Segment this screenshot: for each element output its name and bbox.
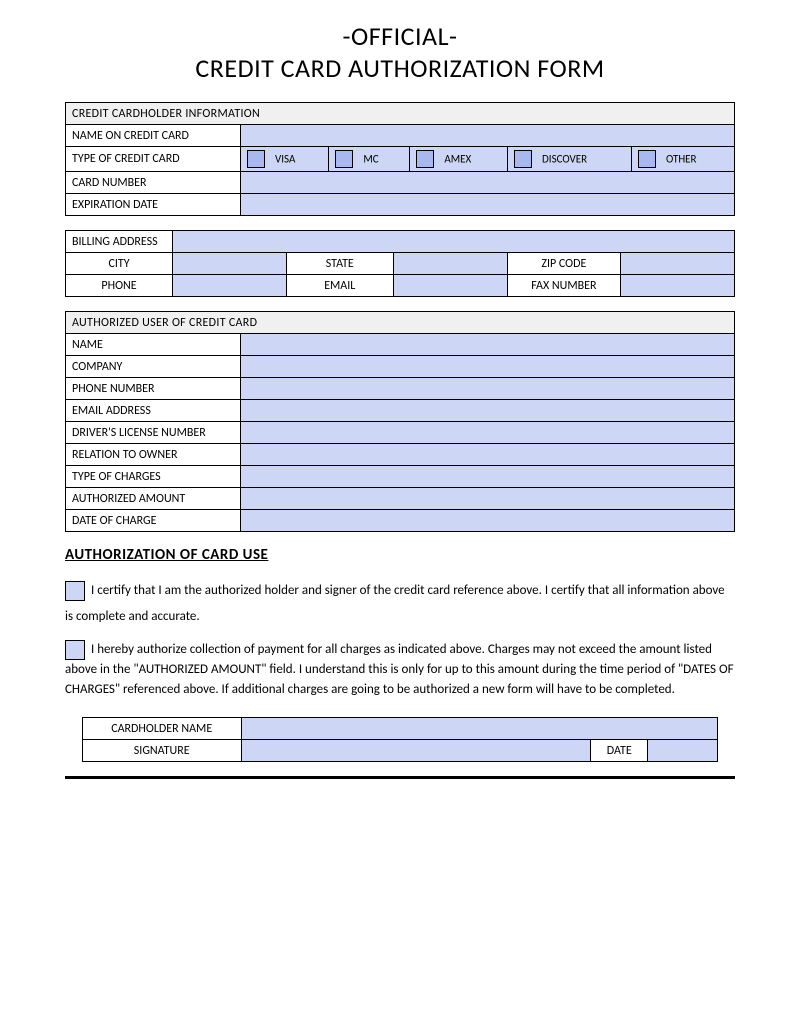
signature-label: SIGNATURE [82, 740, 241, 762]
card-type-visa[interactable]: VISA [241, 147, 329, 172]
billing-table: BILLING ADDRESS CITY STATE ZIP CODE PHON… [65, 230, 735, 297]
fax-label: FAX NUMBER [507, 275, 621, 297]
au-name-label: NAME [66, 334, 241, 356]
checkbox-icon[interactable] [638, 150, 656, 168]
billing-header: BILLING ADDRESS [66, 231, 173, 253]
checkbox-icon[interactable] [247, 150, 265, 168]
fax-field[interactable] [621, 275, 735, 297]
cert1-checkbox[interactable] [65, 581, 85, 601]
date-field[interactable] [648, 740, 718, 762]
au-date-field[interactable] [241, 510, 735, 532]
authorization-title: AUTHORIZATION OF CARD USE [65, 546, 735, 564]
cardholder-name-label: CARDHOLDER NAME [82, 718, 241, 740]
au-name-field[interactable] [241, 334, 735, 356]
phone-field[interactable] [173, 275, 287, 297]
name-on-card-label: NAME ON CREDIT CARD [66, 125, 241, 147]
checkbox-icon[interactable] [335, 150, 353, 168]
billing-address-field[interactable] [173, 231, 735, 253]
auth-user-header: AUTHORIZED USER OF CREDIT CARD [66, 312, 735, 334]
card-number-field[interactable] [241, 172, 735, 194]
au-phone-field[interactable] [241, 378, 735, 400]
au-amount-field[interactable] [241, 488, 735, 510]
date-label: DATE [591, 740, 648, 762]
checkbox-icon[interactable] [514, 150, 532, 168]
signature-table: CARDHOLDER NAME SIGNATURE DATE [82, 717, 719, 762]
au-license-field[interactable] [241, 422, 735, 444]
card-type-amex[interactable]: AMEX [410, 147, 508, 172]
au-charges-label: TYPE OF CHARGES [66, 466, 241, 488]
au-email-field[interactable] [241, 400, 735, 422]
au-email-label: EMAIL ADDRESS [66, 400, 241, 422]
state-label: STATE [286, 253, 393, 275]
cert1-text: I certify that I am the authorized holde… [65, 583, 725, 624]
au-charges-field[interactable] [241, 466, 735, 488]
au-relation-label: RELATION TO OWNER [66, 444, 241, 466]
auth-user-table: AUTHORIZED USER OF CREDIT CARD NAME COMP… [65, 311, 735, 532]
name-on-card-field[interactable] [241, 125, 735, 147]
cert-paragraph-1: I certify that I am the authorized holde… [65, 578, 735, 630]
form-title: -OFFICIAL- CREDIT CARD AUTHORIZATION FOR… [65, 20, 735, 84]
cardholder-name-field[interactable] [241, 718, 718, 740]
title-line-1: -OFFICIAL- [65, 20, 735, 52]
cert2-text: I hereby authorize collection of payment… [65, 642, 734, 696]
au-relation-field[interactable] [241, 444, 735, 466]
city-field[interactable] [173, 253, 287, 275]
card-type-discover[interactable]: DISCOVER [508, 147, 632, 172]
expiration-field[interactable] [241, 194, 735, 216]
phone-label: PHONE [66, 275, 173, 297]
cardholder-header: CREDIT CARDHOLDER INFORMATION [66, 103, 735, 125]
state-field[interactable] [393, 253, 507, 275]
au-company-label: COMPANY [66, 356, 241, 378]
card-type-mc[interactable]: MC [329, 147, 410, 172]
zip-field[interactable] [621, 253, 735, 275]
card-number-label: CARD NUMBER [66, 172, 241, 194]
au-license-label: DRIVER'S LICENSE NUMBER [66, 422, 241, 444]
card-type-other[interactable]: OTHER [631, 147, 734, 172]
au-amount-label: AUTHORIZED AMOUNT [66, 488, 241, 510]
au-company-field[interactable] [241, 356, 735, 378]
cert-paragraph-2: I hereby authorize collection of payment… [65, 640, 735, 699]
zip-label: ZIP CODE [507, 253, 621, 275]
cardholder-table: CREDIT CARDHOLDER INFORMATION NAME ON CR… [65, 102, 735, 216]
au-phone-label: PHONE NUMBER [66, 378, 241, 400]
email-label: EMAIL [286, 275, 393, 297]
city-label: CITY [66, 253, 173, 275]
expiration-label: EXPIRATION DATE [66, 194, 241, 216]
signature-field[interactable] [241, 740, 591, 762]
email-field[interactable] [393, 275, 507, 297]
title-line-2: CREDIT CARD AUTHORIZATION FORM [65, 52, 735, 84]
cert2-checkbox[interactable] [65, 640, 85, 660]
card-type-label: TYPE OF CREDIT CARD [66, 147, 241, 172]
au-date-label: DATE OF CHARGE [66, 510, 241, 532]
checkbox-icon[interactable] [416, 150, 434, 168]
bottom-rule [65, 776, 735, 779]
